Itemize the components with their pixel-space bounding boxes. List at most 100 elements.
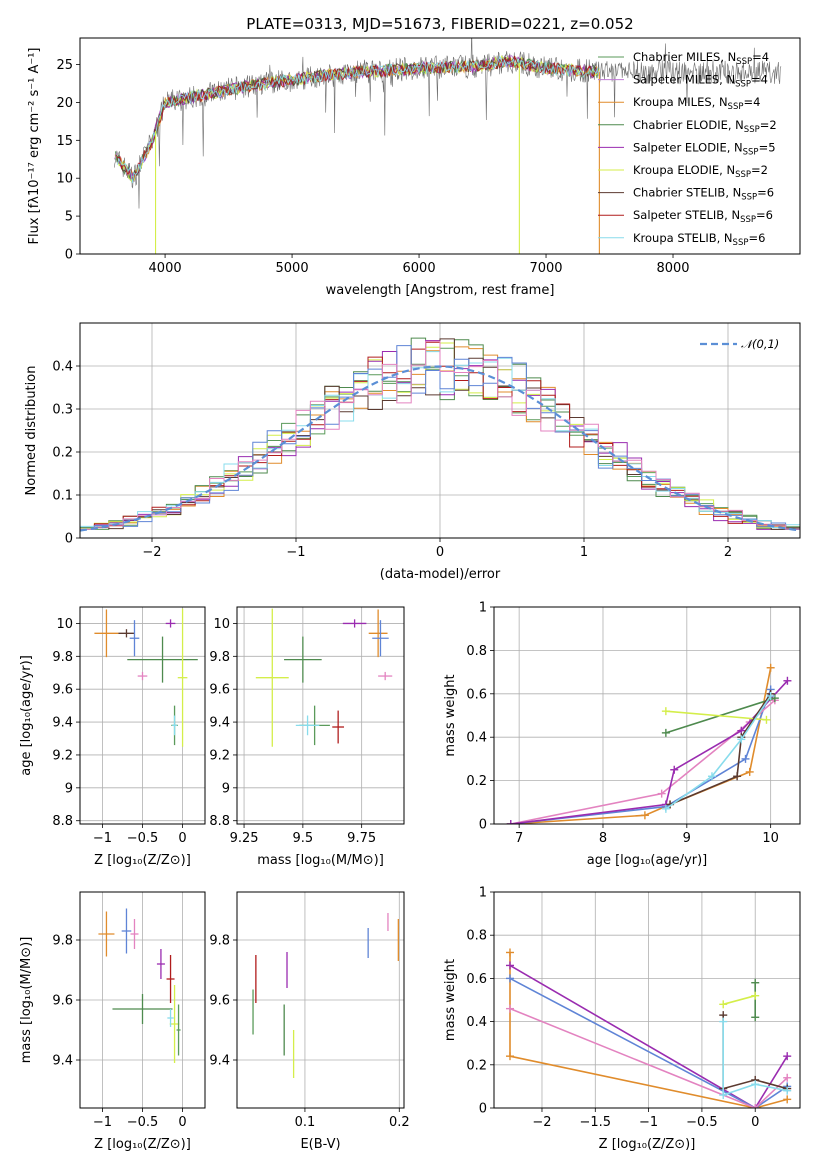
error-crosses xyxy=(252,913,399,1078)
legend-value: =4 xyxy=(752,50,769,64)
legend-subscript: SSP xyxy=(743,147,759,157)
y-tick-label: 15 xyxy=(56,134,73,149)
x-tick-label: 4000 xyxy=(149,261,182,276)
y-tick-label: 0 xyxy=(479,1102,487,1117)
x-axis-label: age [log₁₀(age/yr)] xyxy=(587,853,708,868)
x-tick-label: −2 xyxy=(142,545,161,560)
x-tick-label: −0.5 xyxy=(127,831,159,846)
legend-entry: 𝒩(0,1) xyxy=(741,337,779,351)
mass-weight-line xyxy=(509,977,788,1108)
y-tick-label: 9.4 xyxy=(52,716,73,731)
massweight-vs-metallicity-panel: −2 −1.5 −1 −0.5 0 0 0.2 0.4 0.6 0.8 1 Z [log₁₀(Z/Z⊙… xyxy=(443,886,801,1152)
y-tick-label: 9.8 xyxy=(52,650,73,665)
x-tick-label: 9.75 xyxy=(347,831,376,846)
y-tick-label: 9 xyxy=(222,781,230,796)
y-axis-label: age [log₁₀(age/yr)] xyxy=(19,655,34,776)
axes-frame xyxy=(493,606,801,825)
y-axis-label: mass [log₁₀(M/M⊙)] xyxy=(19,937,34,1064)
x-tick-label: 2 xyxy=(724,545,732,560)
y-tick-label: 9.6 xyxy=(209,994,230,1009)
y-tick-label: 0.6 xyxy=(466,687,487,702)
error-crosses xyxy=(94,608,198,747)
y-tick-label: 25 xyxy=(56,58,73,73)
error-crosses xyxy=(98,908,181,1063)
y-axis-label: Normed distribution xyxy=(24,366,39,496)
x-tick-label: −2 xyxy=(532,1115,551,1130)
y-tick-label: 0 xyxy=(65,248,73,263)
y-tick-label: 9.4 xyxy=(209,1054,230,1069)
legend-value: =6 xyxy=(756,208,773,222)
y-tick-label: 9.2 xyxy=(209,748,230,763)
mass-weight-line xyxy=(665,695,772,810)
axes-frame xyxy=(236,606,405,825)
mass-weight-line xyxy=(722,1021,788,1097)
spectrum-panel: 4000 5000 6000 7000 8000 0 5 10 15 20 25 wavelength… xyxy=(27,37,801,298)
y-tick-label: 0 xyxy=(65,532,73,547)
mass-weight-line xyxy=(510,699,776,824)
legend-entry: Chabrier ELODIE, NSSP=2 xyxy=(633,118,777,135)
y-tick-label: 0.1 xyxy=(52,489,73,504)
x-axis-label: Z [log₁₀(Z/Z⊙)] xyxy=(94,853,191,868)
y-tick-label: 8.8 xyxy=(209,814,230,829)
x-tick-label: 7 xyxy=(515,831,523,846)
y-tick-label: 9.8 xyxy=(209,650,230,665)
y-tick-label: 9.2 xyxy=(52,748,73,763)
y-tick-label: 9 xyxy=(65,781,73,796)
histogram-step xyxy=(80,340,800,530)
mass-weight-line xyxy=(722,994,756,1006)
legend-entry: Kroupa ELODIE, NSSP=2 xyxy=(633,163,768,180)
y-axis-label: mass weight xyxy=(443,959,458,1041)
x-tick-label: 9.25 xyxy=(230,831,259,846)
massweight-vs-age-panel: 7 8 9 10 0 0.2 0.4 0.6 0.8 1 age [log₁₀(age/yr)] ma… xyxy=(443,601,801,868)
legend-entry: Kroupa STELIB, NSSP=6 xyxy=(633,231,765,248)
mass-weight-line xyxy=(665,710,767,721)
y-tick-label: 5 xyxy=(65,210,73,225)
normal-curve xyxy=(80,365,800,532)
age-vs-metallicity-panel: −1 −0.5 0 8.8 9 9.2 9.4 9.6 9.8 10 Z [log₁₀(Z/Z⊙)]… xyxy=(19,606,206,868)
y-tick-label: 0 xyxy=(479,818,487,833)
legend-entry: Kroupa MILES, NSSP=4 xyxy=(633,95,760,112)
x-tick-label: −1 xyxy=(639,1115,658,1130)
x-tick-label: 8 xyxy=(599,831,607,846)
x-axis-label: wavelength [Angstrom, rest frame] xyxy=(326,283,555,298)
legend-entry: Salpeter STELIB, NSSP=6 xyxy=(633,208,773,225)
y-tick-label: 1 xyxy=(479,601,487,616)
x-axis-label: (data-model)/error xyxy=(380,567,501,582)
y-tick-label: 9.4 xyxy=(52,1054,73,1069)
legend-entry: Salpeter ELODIE, NSSP=5 xyxy=(633,140,776,157)
x-tick-label: 0.1 xyxy=(295,1115,316,1130)
histograms xyxy=(80,337,800,532)
y-tick-label: 9.8 xyxy=(52,934,73,949)
axes-frame xyxy=(236,891,405,1109)
age-vs-mass-panel: 9.25 9.5 9.75 8.8 9 9.2 9.4 9.6 9.8 10 mass [log₁₀… xyxy=(209,606,405,868)
y-tick-label: 10 xyxy=(56,617,73,632)
observed-spectrum-line xyxy=(114,38,782,209)
y-tick-label: 20 xyxy=(56,96,73,111)
x-tick-label: 7000 xyxy=(529,261,562,276)
x-axis-label: mass [log₁₀(M/M⊙)] xyxy=(257,853,384,868)
y-tick-label: 0.4 xyxy=(466,1015,487,1030)
x-tick-label: 9 xyxy=(683,831,691,846)
legend-entry: Salpeter MILES, NSSP=4 xyxy=(633,73,768,90)
y-tick-label: 8.8 xyxy=(52,814,73,829)
x-tick-label: −1.5 xyxy=(580,1115,612,1130)
x-tick-label: 0 xyxy=(436,545,444,560)
mass-weight-line xyxy=(510,680,788,824)
x-axis-label: Z [log₁₀(Z/Z⊙)] xyxy=(599,1137,696,1152)
mass-vs-ebv-panel: 0.1 0.2 9.4 9.6 9.8 E(B-V) xyxy=(209,891,410,1152)
y-tick-label: 0.4 xyxy=(466,731,487,746)
histogram-step xyxy=(80,345,800,530)
mass-weight-line xyxy=(669,693,772,806)
axes-frame xyxy=(493,891,801,1109)
legend-subscript: SSP xyxy=(736,57,752,67)
legend-value: =6 xyxy=(757,186,774,200)
mass-vs-metallicity-panel: −1 −0.5 0 9.4 9.6 9.8 Z [log₁₀(Z/Z⊙)] mass [log… xyxy=(19,891,206,1152)
mass-weight-line xyxy=(510,689,772,824)
x-tick-label: 0.2 xyxy=(389,1115,410,1130)
y-tick-label: 10 xyxy=(56,172,73,187)
legend-value: =4 xyxy=(743,95,760,109)
x-tick-label: 1 xyxy=(580,545,588,560)
x-tick-label: 5000 xyxy=(276,261,309,276)
legend-subscript: SSP xyxy=(741,193,757,203)
